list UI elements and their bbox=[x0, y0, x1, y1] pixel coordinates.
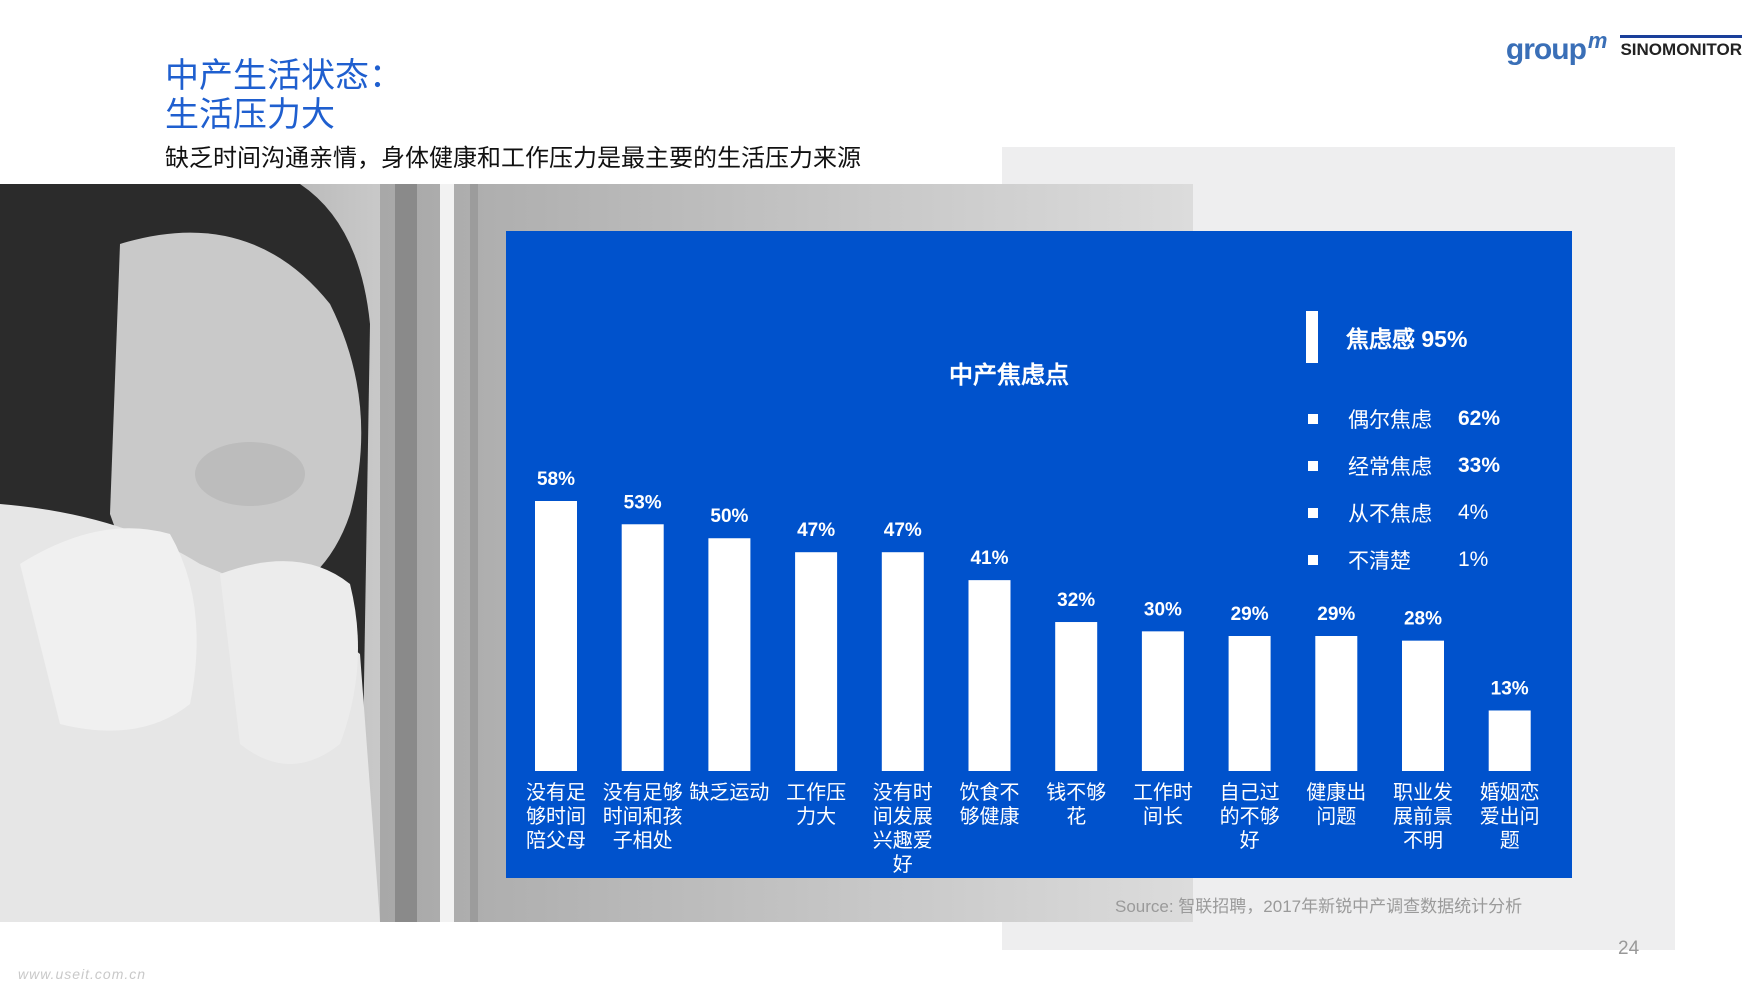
category-label-line: 的不够 bbox=[1219, 806, 1280, 828]
category-label-line: 够时间 bbox=[526, 806, 586, 828]
category-label-line: 健康出 bbox=[1306, 782, 1367, 804]
legend-item-frequent: 经常焦虑 33% bbox=[1306, 453, 1566, 479]
data-label-8: 30% bbox=[1144, 599, 1182, 620]
bar-11 bbox=[1402, 640, 1444, 771]
category-label-line: 没有时 bbox=[872, 782, 933, 804]
category-label-5: 没有时 间发展 兴趣爱好 bbox=[861, 781, 945, 877]
data-label-3: 50% bbox=[710, 506, 748, 527]
category-label-line: 职业发 bbox=[1393, 782, 1453, 804]
category-label-9: 自己过 的不够好 bbox=[1208, 781, 1292, 853]
legend-item-name: 从不焦虑 bbox=[1348, 502, 1432, 526]
legend-header-label: 焦虑感 95% bbox=[1346, 326, 1468, 352]
data-label-5: 47% bbox=[884, 520, 922, 541]
data-label-10: 29% bbox=[1317, 604, 1355, 625]
category-label-line: 子相处 bbox=[612, 830, 673, 852]
category-label-line: 展前景 bbox=[1393, 806, 1453, 828]
data-label-1: 58% bbox=[537, 469, 575, 490]
category-label-line: 自己过 bbox=[1219, 782, 1280, 804]
category-label-line: 不明 bbox=[1403, 830, 1443, 852]
chart-title: 中产焦虑点 bbox=[949, 362, 1069, 389]
bar-7 bbox=[1055, 622, 1098, 771]
watermark: www.useit.com.cn bbox=[18, 966, 147, 982]
bar-9 bbox=[1228, 636, 1271, 771]
legend-item-name: 不清楚 bbox=[1348, 549, 1411, 573]
category-label-line: 工作时 bbox=[1132, 782, 1193, 804]
bar-4 bbox=[795, 552, 838, 771]
bar-chart: 58% 53% 50% 47% 47% 41% 32% 30% 29% 29% 28% 13% bbox=[535, 469, 1531, 771]
bar-12 bbox=[1488, 710, 1531, 771]
category-label-line: 没有足 bbox=[526, 782, 586, 804]
category-label-line: 花 bbox=[1066, 806, 1087, 828]
legend-item-never: 从不焦虑 4% bbox=[1306, 500, 1566, 526]
category-label-7: 钱不够花 bbox=[1034, 781, 1118, 829]
legend-item-name: 经常焦虑 bbox=[1348, 455, 1432, 479]
category-label-line: 饮食不 bbox=[959, 782, 1020, 804]
groupm-logo: groupm bbox=[1505, 28, 1608, 66]
category-label-line: 间长 bbox=[1142, 806, 1183, 828]
category-label-4: 工作压 力大 bbox=[774, 781, 858, 829]
category-label-line: 间发展 bbox=[872, 806, 933, 828]
legend-square-icon bbox=[1308, 554, 1318, 565]
page-title-line2: 生活压力大 bbox=[165, 96, 335, 134]
logo-group: groupm SINOMONITOR bbox=[1506, 28, 1742, 67]
category-label-2: 没有足够 时间和孩 子相处 bbox=[601, 781, 685, 853]
data-label-4: 47% bbox=[797, 520, 835, 541]
legend-square-icon bbox=[1308, 507, 1318, 518]
category-label-line: 工作压 bbox=[786, 782, 847, 804]
category-label-line: 好 bbox=[1239, 830, 1260, 852]
category-label-line: 好 bbox=[892, 854, 913, 876]
data-label-6: 41% bbox=[970, 548, 1008, 569]
category-label-line: 够健康 bbox=[959, 806, 1020, 828]
legend-square-icon bbox=[1308, 413, 1318, 424]
legend-header: 焦虑感 95% bbox=[1306, 311, 1566, 363]
category-label-line: 时间和孩 bbox=[602, 806, 683, 828]
page-number: 24 bbox=[1618, 938, 1640, 959]
data-label-2: 53% bbox=[624, 492, 662, 513]
category-label-3: 缺乏运动 bbox=[687, 781, 771, 805]
data-label-9: 29% bbox=[1231, 604, 1269, 625]
bar-5 bbox=[881, 552, 924, 771]
category-label-11: 职业发 展前景 不明 bbox=[1381, 781, 1465, 853]
category-label-line: 力大 bbox=[796, 806, 837, 828]
chart-panel: 58% 53% 50% 47% 47% 41% 32% 30% 29% 29% 28% 13% 中产焦… bbox=[506, 231, 1572, 878]
category-label-10: 健康出 问题 bbox=[1294, 781, 1378, 829]
category-label-12: 婚姻恋 爱出问题 bbox=[1468, 781, 1552, 853]
bar-10 bbox=[1315, 636, 1358, 771]
chart-legend: 焦虑感 95% 偶尔焦虑 62% 经常焦虑 33% 从不焦虑 4% 不清楚 1% bbox=[1306, 311, 1566, 573]
bar-8 bbox=[1141, 631, 1184, 771]
legend-item-value: 33% bbox=[1458, 453, 1501, 477]
legend-item-unsure: 不清楚 1% bbox=[1306, 547, 1566, 573]
category-label-line: 陪父母 bbox=[526, 830, 586, 852]
sinomonitor-logo: SINOMONITOR bbox=[1620, 35, 1742, 60]
category-label-line: 问题 bbox=[1316, 806, 1357, 828]
data-label-12: 13% bbox=[1491, 678, 1529, 699]
bar-3 bbox=[708, 538, 751, 771]
category-label-8: 工作时 间长 bbox=[1121, 781, 1205, 829]
category-label-line: 缺乏运动 bbox=[689, 782, 770, 804]
category-label-1: 没有足 够时间 陪父母 bbox=[514, 781, 598, 853]
category-label-line: 婚姻恋 bbox=[1479, 782, 1540, 804]
page-title-line1: 中产生活状态： bbox=[165, 57, 403, 95]
bar-2 bbox=[621, 524, 664, 771]
data-label-11: 28% bbox=[1404, 609, 1442, 630]
legend-item-value: 1% bbox=[1458, 547, 1489, 571]
category-label-line: 兴趣爱 bbox=[872, 830, 933, 852]
category-label-line: 题 bbox=[1499, 830, 1520, 852]
source-note: Source: 智联招聘，2017年新锐中产调查数据统计分析 bbox=[1115, 897, 1523, 916]
legend-item-value: 62% bbox=[1458, 406, 1501, 430]
bar-6 bbox=[968, 580, 1011, 771]
legend-square-icon bbox=[1308, 460, 1318, 471]
data-label-7: 32% bbox=[1057, 590, 1095, 611]
category-label-line: 爱出问 bbox=[1479, 806, 1540, 828]
category-label-line: 钱不够 bbox=[1046, 782, 1107, 804]
legend-item-occasional: 偶尔焦虑 62% bbox=[1306, 406, 1566, 432]
page-subtitle: 缺乏时间沟通亲情，身体健康和工作压力是最主要的生活压力来源 bbox=[165, 145, 861, 172]
legend-item-name: 偶尔焦虑 bbox=[1348, 408, 1432, 432]
bar-1 bbox=[535, 501, 577, 771]
legend-item-value: 4% bbox=[1458, 500, 1489, 524]
category-label-line: 没有足够 bbox=[602, 782, 683, 804]
legend-bar-marker bbox=[1306, 311, 1318, 363]
category-label-6: 饮食不 够健康 bbox=[948, 781, 1032, 829]
